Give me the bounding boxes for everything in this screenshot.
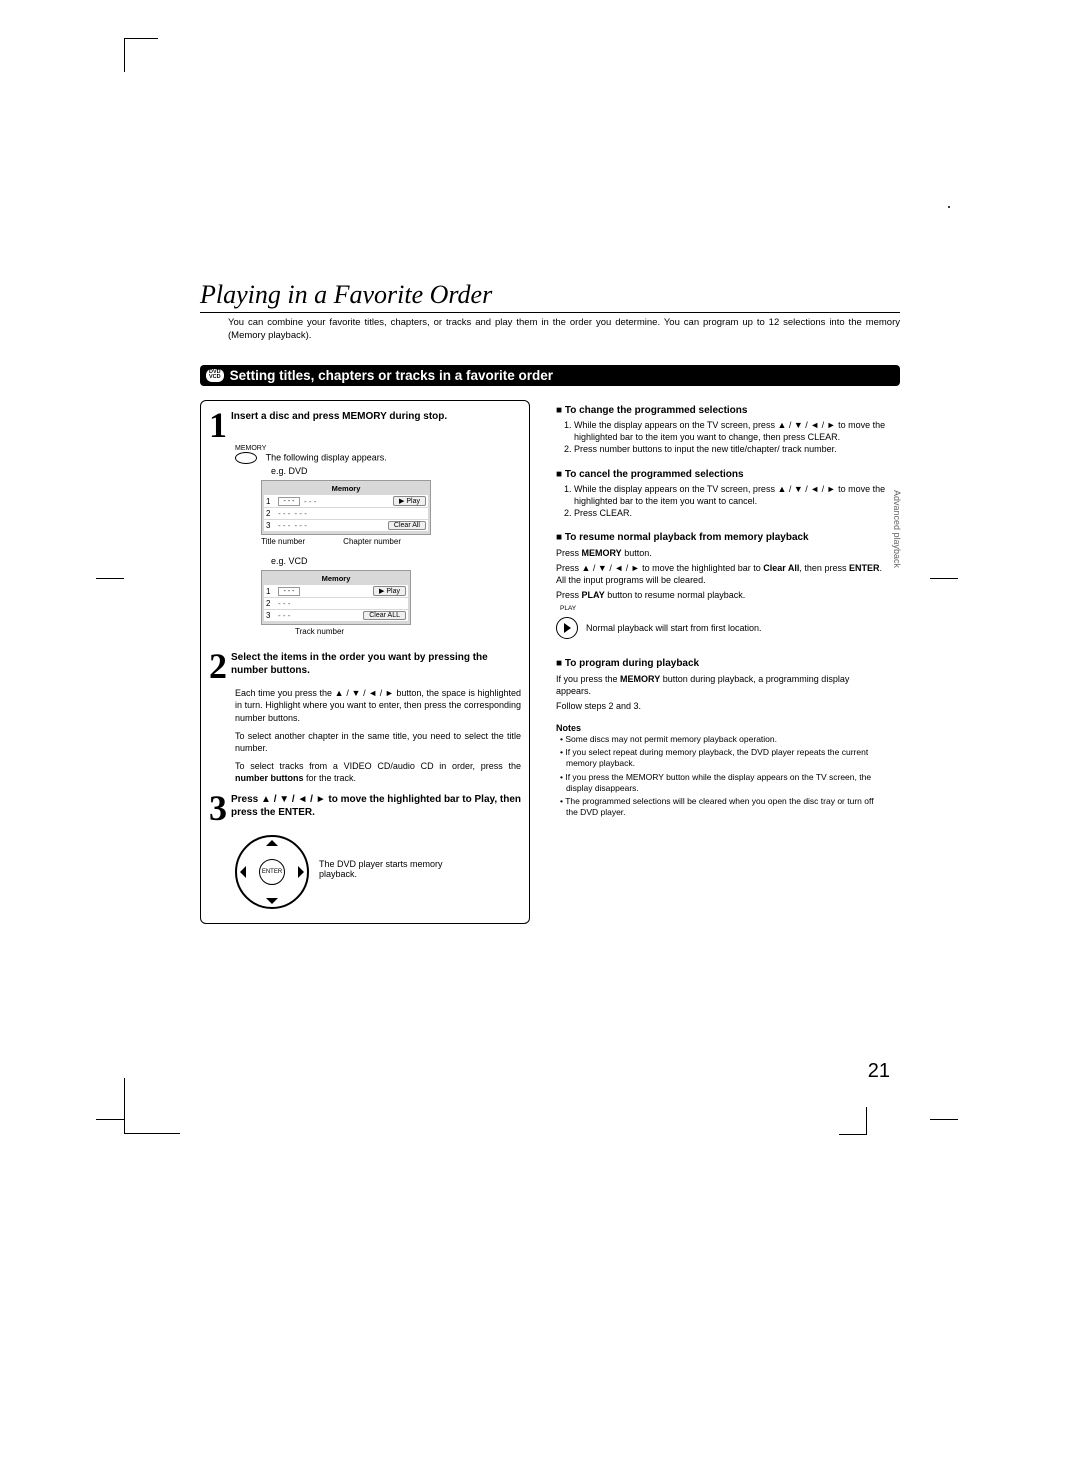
memory-panel-vcd: Memory 1 - - - ▶ Play 2 - - - 3 - - - Cl… — [261, 570, 411, 625]
memory-row: 2 - - - — [264, 598, 408, 609]
play-icon — [556, 617, 578, 639]
eg-dvd-label: e.g. DVD — [271, 466, 521, 476]
note-item: The programmed selections will be cleare… — [566, 796, 886, 818]
list-item: While the display appears on the TV scre… — [574, 419, 886, 443]
memory-header: Memory — [264, 573, 408, 584]
play-note: Normal playback will start from first lo… — [586, 622, 762, 634]
program-p2: Follow steps 2 and 3. — [556, 700, 886, 712]
list-item: Press number buttons to input the new ti… — [574, 443, 886, 455]
sub-heading: To resume normal playback from memory pl… — [556, 531, 886, 545]
resume-p3: Press PLAY button to resume normal playb… — [556, 589, 886, 601]
memory-row: 1 - - - ▶ Play — [264, 585, 408, 597]
media-badge: DVD VCD — [206, 369, 224, 382]
memory-row: 2 - - - - - - — [264, 508, 428, 519]
memory-row: 3 - - - - - - Clear All — [264, 520, 428, 531]
eg-vcd-label: e.g. VCD — [271, 556, 521, 566]
enter-label: ENTER — [259, 859, 285, 885]
badge-vcd: VCD — [209, 375, 221, 381]
intro-text: You can combine your favorite titles, ch… — [200, 317, 900, 343]
list-item: While the display appears on the TV scre… — [574, 483, 886, 507]
notes-list: Some discs may not permit memory playbac… — [556, 734, 886, 817]
play-button-row: PLAY Normal playback will start from fir… — [556, 605, 886, 640]
play-button: ▶ Play — [393, 496, 426, 506]
crop-mark — [96, 578, 124, 579]
note-item: If you select repeat during memory playb… — [566, 747, 886, 769]
chapter-number-label: Chapter number — [343, 537, 401, 546]
memory-key-label: MEMORY — [235, 445, 521, 452]
resume-p1: Press MEMORY button. — [556, 547, 886, 559]
title-number-label: Title number — [261, 537, 305, 546]
play-button: ▶ Play — [373, 586, 406, 596]
title-row: Playing in a Favorite Order — [200, 280, 900, 313]
step-heading: Insert a disc and press MEMORY during st… — [231, 411, 447, 440]
memory-panel-dvd: Memory 1 - - - - - - ▶ Play 2 - - - - - … — [261, 480, 431, 535]
vcd-caption: Track number — [261, 627, 521, 636]
note-item: If you press the MEMORY button while the… — [566, 772, 886, 794]
step-1: 1 Insert a disc and press MEMORY during … — [209, 411, 521, 440]
crop-mark — [124, 38, 158, 72]
memory-row: 1 - - - - - - ▶ Play — [264, 495, 428, 507]
crop-mark — [124, 1078, 180, 1134]
change-list: While the display appears on the TV scre… — [570, 419, 886, 455]
cancel-list: While the display appears on the TV scre… — [570, 483, 886, 519]
page-content: Playing in a Favorite Order You can comb… — [200, 280, 900, 924]
step-3: 3 Press ▲ / ▼ / ◄ / ► to move the highli… — [209, 794, 521, 823]
step-heading: Press ▲ / ▼ / ◄ / ► to move the highligh… — [231, 794, 521, 823]
steps-box: 1 Insert a disc and press MEMORY during … — [200, 400, 530, 924]
left-column: 1 Insert a disc and press MEMORY during … — [200, 400, 530, 924]
step-3-body: ENTER The DVD player starts memory playb… — [209, 829, 521, 909]
program-p1: If you press the MEMORY button during pl… — [556, 673, 886, 697]
crop-mark — [839, 1107, 867, 1135]
note-item: Some discs may not permit memory playbac… — [566, 734, 886, 745]
resume-p2: Press ▲ / ▼ / ◄ / ► to move the highligh… — [556, 562, 886, 586]
crop-mark — [930, 1119, 958, 1120]
sub-heading: To cancel the programmed selections — [556, 468, 886, 482]
right-column: To change the programmed selections Whil… — [556, 400, 886, 924]
list-item: Press CLEAR. — [574, 507, 886, 519]
step-number: 2 — [209, 652, 227, 681]
crop-mark — [96, 1119, 124, 1120]
clear-all-button: Clear ALL — [363, 611, 406, 620]
step-2: 2 Select the items in the order you want… — [209, 652, 521, 681]
page-number: 21 — [868, 1060, 890, 1083]
step-number: 1 — [209, 411, 227, 440]
sub-heading: To program during playback — [556, 657, 886, 671]
section-heading: Setting titles, chapters or tracks in a … — [230, 368, 553, 383]
sub-heading: To change the programmed selections — [556, 404, 886, 418]
clear-all-button: Clear All — [388, 521, 426, 530]
dvd-caption: Title number Chapter number — [261, 537, 521, 546]
memory-row: 3 - - - Clear ALL — [264, 610, 408, 621]
track-number-label: Track number — [295, 627, 344, 636]
step2-p1: Each time you press the ▲ / ▼ / ◄ / ► bu… — [235, 687, 521, 723]
step2-p2: To select another chapter in the same ti… — [235, 730, 521, 754]
following-text: The following display appears. — [266, 453, 387, 463]
step-heading: Select the items in the order you want b… — [231, 652, 521, 681]
step2-p3: To select tracks from a VIDEO CD/audio C… — [235, 760, 521, 784]
crop-mark — [930, 578, 958, 579]
registration-dot — [948, 206, 950, 208]
step-number: 3 — [209, 794, 227, 823]
dpad-icon: ENTER — [235, 835, 309, 909]
step-2-body: Each time you press the ▲ / ▼ / ◄ / ► bu… — [235, 687, 521, 784]
step3-text: The DVD player starts memory playback. — [319, 859, 479, 879]
memory-button-icon — [235, 452, 257, 464]
notes-heading: Notes — [556, 722, 886, 734]
section-heading-bar: DVD VCD Setting titles, chapters or trac… — [200, 365, 900, 386]
memory-header: Memory — [264, 483, 428, 494]
page-title: Playing in a Favorite Order — [200, 280, 900, 310]
memory-key-row: The following display appears. — [209, 452, 521, 464]
play-label: PLAY — [560, 605, 886, 614]
